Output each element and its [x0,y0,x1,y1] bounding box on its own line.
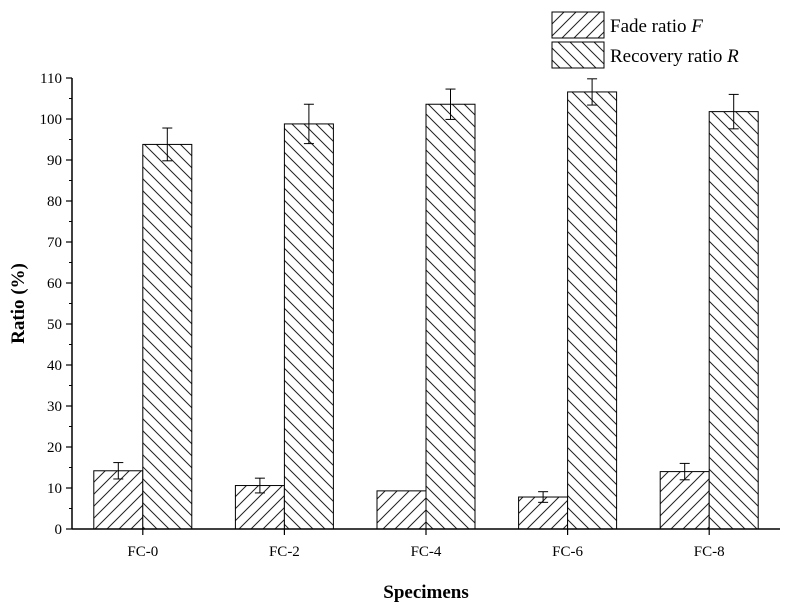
y-tick-label: 10 [47,481,62,497]
y-tick-label: 30 [47,399,62,415]
x-tick-label: FC-6 [552,544,583,560]
x-tick-label: FC-2 [269,544,300,560]
legend-label: Fade ratio F [610,16,703,37]
y-tick-label: 60 [47,276,62,292]
y-tick-label: 80 [47,194,62,210]
legend-swatch [551,41,605,69]
y-tick-label: 40 [47,358,62,374]
x-tick-label: FC-0 [127,544,158,560]
bar-recovery-fc-2 [283,123,334,530]
bar-recovery-fc-6 [567,91,618,530]
y-tick-label: 90 [47,153,62,169]
y-tick-label: 0 [55,522,63,538]
bar-recovery-fc-0 [142,143,193,530]
y-tick-label: 110 [40,71,62,87]
x-tick-label: FC-8 [694,544,725,560]
error-bars-layer [113,78,739,503]
bar-fade-fc-4 [376,490,427,530]
legend-label: Recovery ratio R [610,46,739,67]
y-tick-label: 50 [47,317,62,333]
x-ticks-layer: FC-0 FC-2 FC-4 FC-6 FC-8 [127,529,725,560]
bar-fade-fc-0 [93,470,144,530]
y-tick-label: 100 [40,112,63,128]
bar-recovery-fc-8 [708,111,759,530]
y-tick-label: 20 [47,440,62,456]
y-ticks-layer: 0 10 20 30 40 50 60 70 80 90 100 110 [40,71,72,538]
legend-swatch [551,11,605,39]
x-tick-label: FC-4 [411,544,442,560]
legend: Fade ratio F Recovery ratio R [551,11,739,69]
y-axis-title: Ratio (%) [8,263,29,344]
bars-layer [93,91,759,530]
x-axis-title: Specimens [383,582,469,603]
bar-recovery-fc-4 [425,103,476,530]
y-tick-label: 70 [47,235,62,251]
